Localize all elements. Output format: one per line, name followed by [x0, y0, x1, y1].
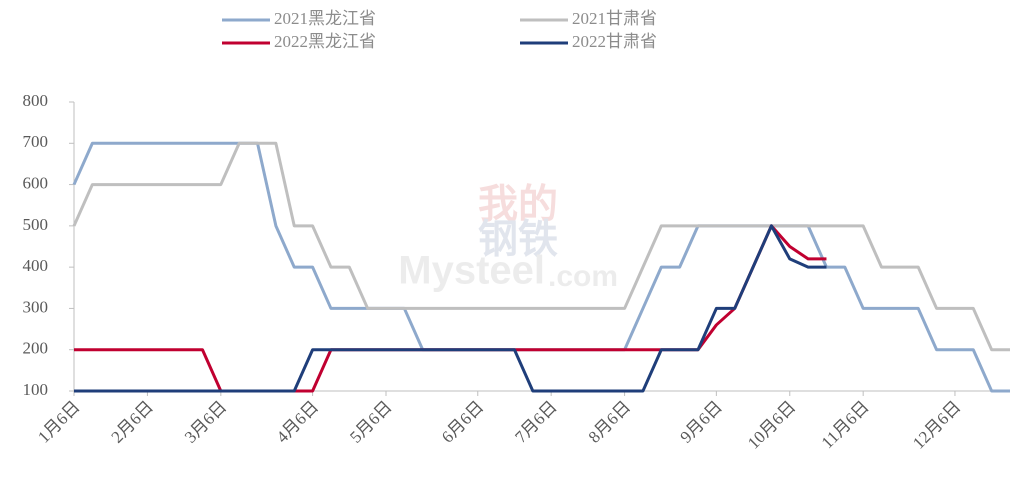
watermark-text: Mysteel [398, 249, 545, 293]
legend-label: 2021黑龙江省 [274, 9, 376, 28]
x-tick-label: 12月6日 [909, 397, 965, 453]
x-tick-label: 4月6日 [273, 397, 322, 446]
legend-label: 2021甘肃省 [572, 9, 657, 28]
x-tick-label: 8月6日 [585, 397, 634, 446]
legend-label: 2022甘肃省 [572, 32, 657, 51]
y-tick-label: 500 [23, 215, 49, 234]
y-tick-label: 600 [23, 173, 49, 192]
x-tick-label: 11月6日 [818, 397, 873, 452]
y-tick-label: 800 [23, 91, 49, 110]
series-line [72, 141, 1010, 352]
x-tick-label: 2月6日 [108, 397, 157, 446]
y-tick-label: 700 [23, 132, 49, 151]
x-tick-label: 9月6日 [676, 397, 725, 446]
x-tick-label: 5月6日 [346, 397, 395, 446]
watermark-text: .com [548, 260, 618, 293]
x-tick-label: 6月6日 [438, 397, 487, 446]
x-tick-label: 10月6日 [744, 397, 800, 453]
x-tick-label: 7月6日 [511, 397, 560, 446]
legend-label: 2022黑龙江省 [274, 32, 376, 51]
y-tick-label: 200 [23, 339, 49, 358]
x-tick-label: 1月6日 [34, 397, 83, 446]
y-tick-label: 400 [23, 256, 49, 275]
watermark-text: 钢铁 [478, 218, 558, 262]
watermark-text: 我的 [478, 183, 558, 227]
x-tick-label: 3月6日 [181, 397, 230, 446]
watermark: 我的 钢铁 Mysteel .com [398, 183, 618, 293]
series-line [74, 224, 827, 393]
y-tick-label: 100 [23, 380, 49, 399]
y-tick-label: 300 [23, 297, 49, 316]
